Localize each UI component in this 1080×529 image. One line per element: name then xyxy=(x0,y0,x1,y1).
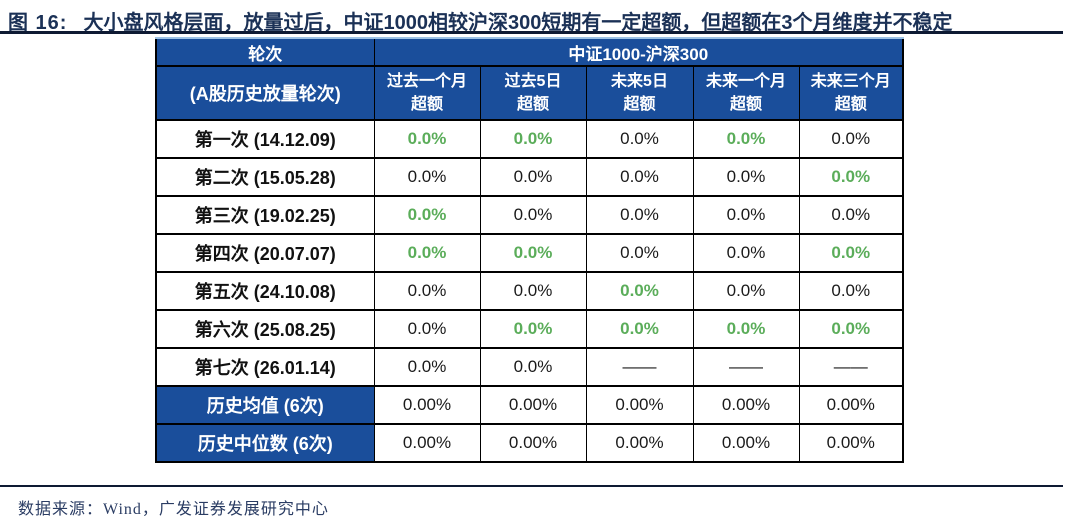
header-line1: 未来5日 xyxy=(611,72,668,90)
table-row: 第一次 (14.12.09) 0.0% 0.0% 0.0% 0.0% 0.0% xyxy=(155,119,904,159)
table-cell: 0.0% xyxy=(692,309,800,349)
data-source: 数据来源：Wind，广发证券发展研究中心 xyxy=(18,501,329,518)
table-cell: 0.00% xyxy=(479,385,587,425)
table-cell: 0.0% xyxy=(585,309,694,349)
row-label: 第一次 (14.12.09) xyxy=(155,119,375,159)
table-cell: 0.0% xyxy=(692,119,800,159)
header-row-columns: (A股历史放量轮次) 过去一个月超额 过去5日超额 未来5日超额 未来一个月超额… xyxy=(155,65,904,121)
excess-return-table: 轮次 中证1000-沪深300 (A股历史放量轮次) 过去一个月超额 过去5日超… xyxy=(155,37,904,463)
header-line1: 过去5日 xyxy=(504,72,562,90)
table-cell: 0.0% xyxy=(585,271,694,311)
table-row: 第三次 (19.02.25) 0.0% 0.0% 0.0% 0.0% 0.0% xyxy=(155,195,904,235)
table-cell: 0.0% xyxy=(585,195,694,235)
header-index-spread: 中证1000-沪深300 xyxy=(373,37,904,67)
row-label: 第五次 (24.10.08) xyxy=(155,271,375,311)
table-cell: 0.00% xyxy=(692,423,800,463)
header-row-group: 轮次 中证1000-沪深300 xyxy=(155,37,904,67)
table-cell: 0.0% xyxy=(585,119,694,159)
table-cell: 0.0% xyxy=(479,233,587,273)
header-line1: 过去一个月 xyxy=(386,72,467,90)
table-cell: —— xyxy=(692,347,800,387)
table-cell: 0.0% xyxy=(585,157,694,197)
header-line2: 超额 xyxy=(516,96,549,113)
header-line1: 未来一个月 xyxy=(705,72,786,90)
row-label: 第六次 (25.08.25) xyxy=(155,309,375,349)
header-line2: 超额 xyxy=(834,96,867,113)
table-cell: 0.0% xyxy=(692,157,800,197)
header-col-next-3months: 未来三个月 超额 xyxy=(798,65,904,121)
header-line1: 未来三个月 xyxy=(810,72,891,90)
figure-title: 图 16: 大小盘风格层面，放量过后，中证1000相较沪深300短期有一定超额，但… xyxy=(8,6,952,35)
table-cell: 0.0% xyxy=(692,271,800,311)
row-label: 第七次 (26.01.14) xyxy=(155,347,375,387)
table-cell: 0.00% xyxy=(585,423,694,463)
header-round: 轮次 xyxy=(155,37,375,67)
table-cell: 0.0% xyxy=(479,195,587,235)
table-cell: 0.00% xyxy=(479,423,587,463)
row-label: 第二次 (15.05.28) xyxy=(155,157,375,197)
header-line2: 超额 xyxy=(410,96,443,113)
table-cell: 0.0% xyxy=(479,309,587,349)
table-cell: 0.0% xyxy=(373,119,481,159)
table-cell: 0.00% xyxy=(692,385,800,425)
table-cell: 0.0% xyxy=(798,233,904,273)
table-row: 第四次 (20.07.07) 0.0% 0.0% 0.0% 0.0% 0.0% xyxy=(155,233,904,273)
table-cell: 0.0% xyxy=(692,195,800,235)
table-cell: 0.0% xyxy=(479,157,587,197)
header-round-sub: (A股历史放量轮次) xyxy=(155,65,375,121)
summary-row-mean: 历史均值 (6次) 0.00% 0.00% 0.00% 0.00% 0.00% xyxy=(155,385,904,425)
summary-row-median: 历史中位数 (6次) 0.00% 0.00% 0.00% 0.00% 0.00% xyxy=(155,423,904,463)
row-label: 第三次 (19.02.25) xyxy=(155,195,375,235)
table-cell: 0.0% xyxy=(373,233,481,273)
table-cell: 0.00% xyxy=(798,385,904,425)
table-cell: 0.0% xyxy=(798,271,904,311)
table-cell: 0.0% xyxy=(798,309,904,349)
header-col-past-5d: 过去5日超额 xyxy=(479,65,587,121)
header-col-next-5d: 未来5日超额 xyxy=(585,65,694,121)
table-cell: 0.00% xyxy=(798,423,904,463)
header-col-past-month: 过去一个月 超额 xyxy=(373,65,481,121)
header-col-next-month: 未来一个月 超额 xyxy=(692,65,800,121)
table-cell: 0.00% xyxy=(373,423,481,463)
table-cell: —— xyxy=(585,347,694,387)
table-cell: 0.0% xyxy=(373,271,481,311)
footer-divider xyxy=(0,485,1063,487)
row-label: 第四次 (20.07.07) xyxy=(155,233,375,273)
table-cell: 0.0% xyxy=(585,233,694,273)
table-row: 第六次 (25.08.25) 0.0% 0.0% 0.0% 0.0% 0.0% xyxy=(155,309,904,349)
table-cell: 0.00% xyxy=(585,385,694,425)
table-row: 第二次 (15.05.28) 0.0% 0.0% 0.0% 0.0% 0.0% xyxy=(155,157,904,197)
table-cell: 0.0% xyxy=(373,195,481,235)
table-cell: 0.0% xyxy=(479,119,587,159)
table-cell: 0.0% xyxy=(373,309,481,349)
table-cell: —— xyxy=(798,347,904,387)
table-cell: 0.0% xyxy=(798,195,904,235)
row-label: 历史均值 (6次) xyxy=(155,385,375,425)
table-cell: 0.0% xyxy=(798,157,904,197)
title-underline xyxy=(0,31,1063,34)
table-cell: 0.0% xyxy=(692,233,800,273)
figure-number: 图 16: xyxy=(8,12,68,34)
header-line2: 超额 xyxy=(729,96,762,113)
table-cell: 0.0% xyxy=(479,271,587,311)
table-cell: 0.0% xyxy=(373,347,481,387)
header-line2: 超额 xyxy=(623,96,656,113)
row-label: 历史中位数 (6次) xyxy=(155,423,375,463)
table-cell: 0.00% xyxy=(373,385,481,425)
figure-title-text: 大小盘风格层面，放量过后，中证1000相较沪深300短期有一定超额，但超额在3个… xyxy=(83,12,953,34)
table-row: 第七次 (26.01.14) 0.0% 0.0% —— —— —— xyxy=(155,347,904,387)
table-cell: 0.0% xyxy=(798,119,904,159)
table-cell: 0.0% xyxy=(479,347,587,387)
table-row: 第五次 (24.10.08) 0.0% 0.0% 0.0% 0.0% 0.0% xyxy=(155,271,904,311)
table-cell: 0.0% xyxy=(373,157,481,197)
